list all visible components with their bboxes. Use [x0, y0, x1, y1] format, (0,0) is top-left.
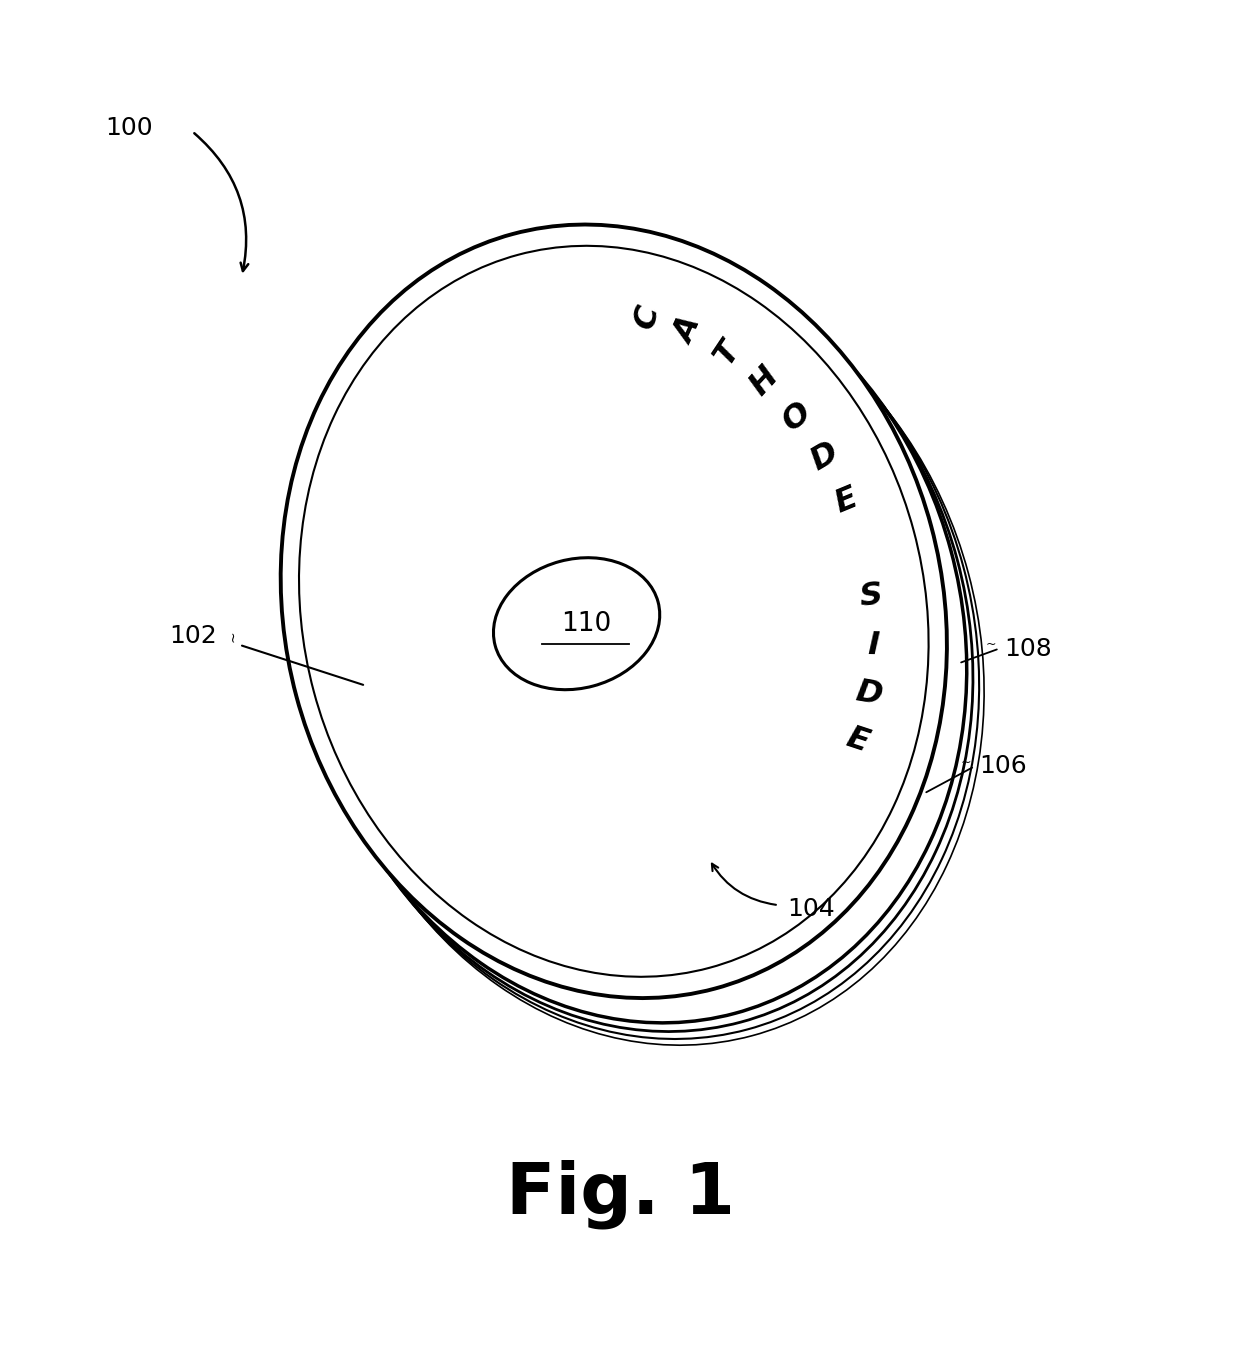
Text: C: C	[629, 302, 665, 332]
Ellipse shape	[494, 557, 660, 690]
Text: E: E	[842, 722, 873, 758]
Text: T: T	[709, 336, 746, 371]
Ellipse shape	[317, 272, 985, 1045]
Text: E: E	[831, 482, 862, 519]
Text: H: H	[744, 361, 785, 402]
Text: A: A	[670, 314, 708, 348]
Text: 102: 102	[169, 624, 217, 648]
Text: D: D	[805, 436, 843, 477]
Ellipse shape	[300, 249, 967, 1023]
Text: ~: ~	[961, 756, 971, 769]
Text: 110: 110	[562, 610, 611, 637]
Text: D: D	[853, 677, 884, 712]
Ellipse shape	[280, 224, 947, 998]
Text: I: I	[867, 631, 880, 662]
Ellipse shape	[312, 265, 980, 1040]
Text: ~: ~	[986, 639, 996, 651]
Ellipse shape	[306, 258, 973, 1031]
Text: ~: ~	[226, 631, 239, 641]
Text: 100: 100	[105, 116, 153, 140]
Text: Fig. 1: Fig. 1	[506, 1159, 734, 1229]
Text: 104: 104	[787, 897, 836, 921]
Text: 106: 106	[980, 754, 1028, 779]
Text: S: S	[858, 580, 884, 613]
Text: 108: 108	[1004, 636, 1053, 660]
Text: O: O	[776, 395, 817, 438]
